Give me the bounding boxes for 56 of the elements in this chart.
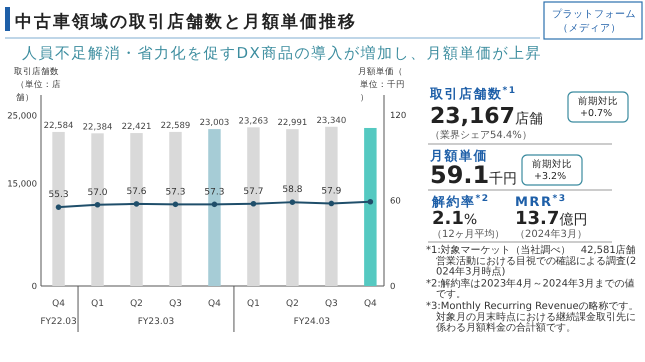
text: *1:対象マーケット（当社調べ） 42,581店舗営業活動における目視での確認による調査(2024年3月時点)	[426, 244, 636, 278]
x-tick-label: Q1	[247, 299, 260, 309]
x-tick-label: Q3	[324, 299, 338, 309]
text: FY23.03	[138, 317, 174, 327]
data-label: 58.8	[282, 185, 303, 196]
data-label: 22,991	[278, 118, 308, 128]
data-label: 23,003	[200, 118, 230, 128]
y2-tick-label: 60	[390, 196, 401, 206]
text: 59.1千円	[430, 161, 518, 189]
y2-tick-label: 120	[390, 110, 406, 121]
text: *3:Monthly Recurring Revenueの略称です。対象月の月末時点における継続課金取引先に係わる月額料金の合計額です。	[426, 300, 639, 334]
x-tick-label: Q1	[91, 299, 104, 309]
text: 13.7億円	[515, 208, 588, 229]
data-label: 57.3	[204, 187, 224, 198]
x-tick-label: Q4	[364, 299, 378, 309]
text: 23,167店舗	[430, 104, 543, 129]
data-label: 57.6	[126, 186, 147, 197]
bar	[364, 128, 377, 286]
text: *2:解約率は2023年4月～2024年3月までの値です。	[426, 277, 634, 300]
text: FY24.03	[294, 317, 330, 327]
text: 月額単価	[429, 148, 488, 164]
data-label: 57.7	[243, 186, 264, 197]
data-label: 57.0	[87, 188, 108, 198]
y2-axis-title: 月額単価（単位：千円）	[358, 66, 405, 103]
data-label: 57.9	[321, 186, 342, 196]
y2-tick-label: 0	[390, 282, 396, 292]
data-label: 23,263	[238, 116, 268, 126]
y-tick-label: 15,000	[7, 180, 37, 190]
x-tick-label: Q3	[169, 299, 182, 309]
text: 前期対比+0.7%	[578, 95, 618, 119]
chart-subtitle: 人員不足解消・省力化を促すDX商品の導入が増加し、月額単価が上昇	[22, 44, 542, 62]
data-label: 55.3	[48, 190, 69, 200]
data-label: 22,421	[122, 122, 152, 132]
text: （12ヶ月平均）	[432, 228, 505, 240]
text: MRR$^{*3}$	[515, 194, 567, 210]
data-label: 22,584	[44, 120, 74, 131]
text: （業界シェア54.4%）	[430, 129, 532, 141]
text: プラットフォーム（メディア）	[552, 8, 636, 34]
x-tick-label: Q2	[286, 299, 299, 309]
y-tick-label: 0	[32, 282, 37, 292]
text: 2.1%	[432, 208, 478, 229]
x-tick-label: Q2	[130, 299, 143, 309]
text: FY22.03	[40, 317, 77, 327]
data-label: 23,340	[316, 116, 346, 126]
y-tick-label: 25,000	[7, 111, 37, 122]
data-label: 22,589	[160, 120, 190, 131]
x-tick-label: Q4	[52, 299, 66, 309]
text: 前期対比+3.2%	[532, 158, 572, 182]
text: （2024年3月）	[515, 228, 587, 240]
text: 解約率$^{*2}$	[431, 194, 490, 210]
x-tick-label: Q4	[208, 299, 222, 309]
text: 取引店舗数$^{*1}$	[429, 86, 517, 102]
y-axis-title: 取引店舗数（単位：店舗）	[14, 66, 61, 103]
data-label: 22,384	[82, 122, 112, 132]
data-label: 57.3	[165, 187, 186, 198]
chart-title: 中古車領域の取引店舗数と月額単価推移	[15, 12, 357, 32]
